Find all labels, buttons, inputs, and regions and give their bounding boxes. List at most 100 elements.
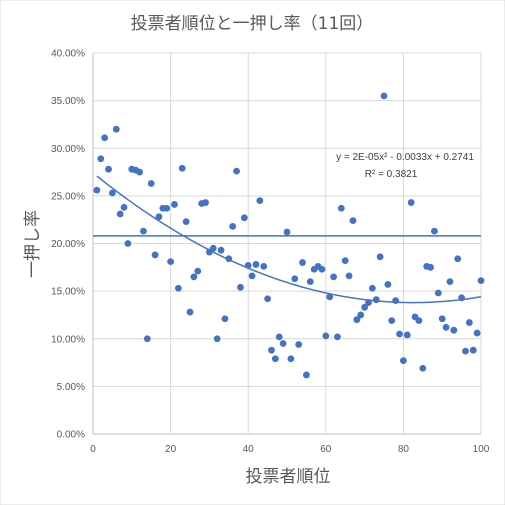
data-point [341,257,349,265]
data-point [291,275,299,283]
data-point [140,227,147,235]
data-point [396,330,403,338]
data-point [167,258,175,265]
data-point [330,273,337,281]
data-point [190,273,198,281]
data-point [136,168,143,176]
data-point [442,323,450,331]
data-point [372,296,380,304]
data-point [434,289,442,297]
data-point [446,278,454,285]
data-point [112,125,120,133]
data-point [143,335,151,343]
data-point [124,240,132,247]
data-point [264,295,271,303]
data-point [458,294,465,302]
y-tick-label: 40.00% [51,49,85,60]
y-axis-title: 一押し率 [23,210,43,278]
data-point [334,333,341,341]
x-axis-title: 投票者順位 [246,467,331,487]
data-point [209,244,217,252]
data-point [93,186,101,194]
x-tick-label: 20 [165,444,177,455]
data-point [268,346,275,354]
data-point [275,333,283,341]
data-point [318,265,326,273]
data-point [174,284,182,292]
data-point [248,272,256,280]
data-point [225,255,233,263]
data-point [349,217,357,225]
data-point [105,165,112,173]
trendline-r-squared: R² = 0.3821 [365,169,418,180]
data-point [438,315,446,323]
x-tick-label: 100 [473,444,490,455]
x-tick-label: 40 [243,444,255,455]
y-tick-label: 15.00% [51,287,85,298]
data-point [469,346,477,354]
x-tick-label: 80 [398,444,410,455]
data-point [407,199,415,206]
data-point [465,319,473,326]
y-tick-label: 25.00% [51,191,85,202]
data-point [109,189,116,197]
data-point [299,259,306,266]
trendline [96,175,482,304]
data-point [213,335,221,343]
data-point [194,267,202,275]
data-point [345,272,353,280]
data-point [116,210,124,218]
x-tick-label: 0 [90,444,96,455]
data-point [431,227,438,235]
data-point [240,214,248,222]
data-point [237,283,244,291]
trendline-layer [96,175,482,304]
data-point [101,134,109,142]
data-point [384,281,392,288]
data-point [295,341,303,348]
data-point [427,263,434,271]
data-point [477,277,485,285]
data-point [306,278,314,285]
data-point [182,218,190,225]
data-point [260,262,268,270]
data-point [473,329,481,337]
data-point [151,251,159,259]
data-point [171,201,178,208]
data-point [322,332,330,340]
data-point [217,246,225,254]
y-tick-label: 0.00% [57,430,85,441]
data-point [380,92,388,100]
data-point [287,355,295,363]
data-point [403,331,411,339]
tick-labels: 0.00% 5.00% 10.00% 15.00% 20.00% 25.00% 30.00%… [51,49,490,456]
data-point [400,357,407,365]
data-point [368,284,376,292]
data-point [178,164,186,172]
data-point [337,204,345,212]
data-point [283,228,291,236]
data-point [462,347,469,355]
data-point [361,303,368,311]
data-point [303,371,310,379]
data-point [392,297,400,305]
data-point [186,308,194,316]
grid [92,52,482,435]
data-point [202,199,209,206]
data-point [233,167,240,175]
data-point [120,203,128,211]
y-tick-label: 5.00% [57,382,85,393]
data-point [357,311,365,319]
data-point [454,255,462,263]
y-tick-label: 20.00% [51,239,85,250]
y-tick-label: 30.00% [51,144,85,155]
y-tick-label: 10.00% [51,334,85,345]
data-point [415,317,423,325]
data-point [365,299,372,306]
data-point [450,326,458,334]
trendline-equation: y = 2E-05x² - 0.0033x + 0.2741 [336,152,474,163]
data-point [229,222,237,230]
